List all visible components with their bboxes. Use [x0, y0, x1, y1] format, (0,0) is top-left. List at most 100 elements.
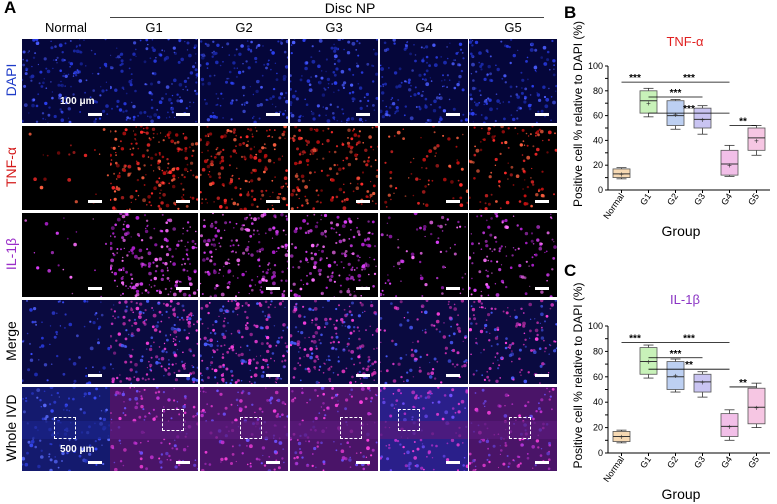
scale-bar — [176, 113, 190, 116]
chart-c-box-g2 — [666, 361, 685, 390]
chart-c-mean-marker: + — [754, 403, 759, 412]
scale-label-500um: 500 μm — [60, 444, 95, 455]
chart-c-mean-marker: + — [700, 378, 705, 387]
chart-b-x-tick-label: G4 — [719, 191, 734, 207]
chart-b-y-tick-label: 0 — [598, 185, 603, 195]
chart-c-significance-label: *** — [683, 334, 695, 345]
micrograph-whole-ivd-g2 — [200, 387, 288, 471]
chart-b-y-tick-label: 40 — [593, 135, 603, 145]
micrograph-tnf--g3 — [290, 126, 378, 210]
scale-bar — [176, 200, 190, 203]
chart-c-mean-marker: + — [727, 422, 732, 431]
micrograph-whole-ivd-g1 — [110, 387, 198, 471]
column-header-g2: G2 — [235, 20, 253, 35]
chart-b-box-g4 — [720, 149, 739, 176]
micrograph-dapi-g1 — [110, 39, 198, 123]
chart-c-mean-marker: + — [619, 432, 624, 441]
micrograph-il-1--g4 — [380, 213, 468, 297]
chart-b-box-g5 — [747, 127, 766, 151]
scale-bar — [535, 374, 549, 377]
micrograph-merge-g1 — [110, 300, 198, 384]
scale-bar — [88, 113, 102, 116]
chart-b-panel-letter: B — [564, 3, 576, 22]
row-label-whole-ivd: Whole IVD — [3, 394, 19, 462]
scale-bar — [446, 200, 460, 203]
micrograph-whole-ivd-g3 — [290, 387, 378, 471]
micrograph-il-1--normal — [22, 213, 110, 297]
chart-c-y-tick-label: 80 — [593, 346, 603, 356]
chart-b-mean-marker: + — [754, 136, 759, 145]
scale-bar — [356, 374, 370, 377]
micrograph-whole-ivd-normal: 500 μm — [22, 387, 110, 471]
scale-bar — [535, 287, 549, 290]
scale-label-100um: 100 μm — [60, 96, 95, 107]
scale-bar — [88, 200, 102, 203]
scale-bar — [266, 287, 280, 290]
scale-bar — [176, 374, 190, 377]
scale-bar — [88, 461, 102, 464]
micrograph-merge-g2 — [200, 300, 288, 384]
chart-c-x-tick-label: G5 — [746, 454, 761, 470]
chart-b-y-tick-label: 80 — [593, 86, 603, 96]
scale-bar — [356, 287, 370, 290]
micrograph-dapi-g2 — [200, 39, 288, 123]
micrograph-tnf--g2 — [200, 126, 288, 210]
column-header-g5: G5 — [504, 20, 522, 35]
chart-c-y-tick-label: 20 — [593, 423, 603, 433]
chart-b-y-tick-label: 20 — [593, 160, 603, 170]
chart-c-title: IL-1β — [670, 292, 700, 307]
chart-b-significance-label: *** — [683, 104, 695, 115]
micrograph-merge-g3 — [290, 300, 378, 384]
chart-c-box-g4 — [720, 413, 739, 437]
micrograph-il-1--g3 — [290, 213, 378, 297]
chart-c-mean-marker: + — [673, 372, 678, 381]
micrograph-dapi-g5 — [469, 39, 557, 123]
chart-b-y-label: Positive cell % relative to DAPI (%) — [571, 21, 585, 207]
chart-c-y-tick-label: 0 — [598, 448, 603, 458]
chart-b-x-tick-label: G5 — [746, 191, 761, 207]
chart-b-significance-label: *** — [670, 88, 682, 99]
chart-b-mean-marker: + — [646, 99, 651, 108]
scale-bar — [356, 461, 370, 464]
scale-bar — [266, 461, 280, 464]
scale-bar — [446, 113, 460, 116]
panel-a-letter: A — [4, 0, 17, 17]
chart-b-y-tick-label: 60 — [593, 111, 603, 121]
column-header-g4: G4 — [415, 20, 433, 35]
chart-c-x-tick-label: G4 — [719, 454, 734, 470]
chart-c-x-tick-label: G1 — [638, 454, 653, 470]
roi-box — [240, 417, 262, 439]
chart-b-y-tick-label: 100 — [588, 61, 603, 71]
chart-c-y-tick-label: 100 — [588, 321, 603, 331]
chart-b-mean-marker: + — [700, 115, 705, 124]
scale-bar — [266, 200, 280, 203]
column-header-normal: Normal — [45, 20, 87, 35]
chart-b-significance-label: *** — [629, 73, 641, 84]
chart-c-significance-label: ** — [685, 360, 693, 371]
roi-box — [54, 417, 76, 439]
scale-bar — [356, 200, 370, 203]
roi-box — [340, 417, 362, 439]
micrograph-il-1--g2 — [200, 213, 288, 297]
chart-c-box-g3 — [693, 373, 712, 393]
micrograph-tnf--g4 — [380, 126, 468, 210]
scale-bar — [176, 287, 190, 290]
scale-bar — [535, 200, 549, 203]
chart-b-box-normal — [612, 168, 631, 178]
micrograph-tnf--g5 — [469, 126, 557, 210]
scale-bar — [88, 374, 102, 377]
micrograph-il-1--g5 — [469, 213, 557, 297]
scale-bar — [266, 113, 280, 116]
micrograph-tnf--normal — [22, 126, 110, 210]
chart-c-y-tick-label: 40 — [593, 397, 603, 407]
chart-b-x-tick-label: G1 — [638, 191, 653, 207]
micrograph-whole-ivd-g4 — [380, 387, 468, 471]
scale-bar — [356, 113, 370, 116]
chart-b-x-label: Group — [662, 223, 701, 239]
scale-bar — [176, 461, 190, 464]
chart-c-box-g5 — [747, 387, 766, 425]
column-header-g3: G3 — [325, 20, 343, 35]
micrograph-merge-normal — [22, 300, 110, 384]
micrograph-tnf--g1 — [110, 126, 198, 210]
scale-bar — [446, 374, 460, 377]
